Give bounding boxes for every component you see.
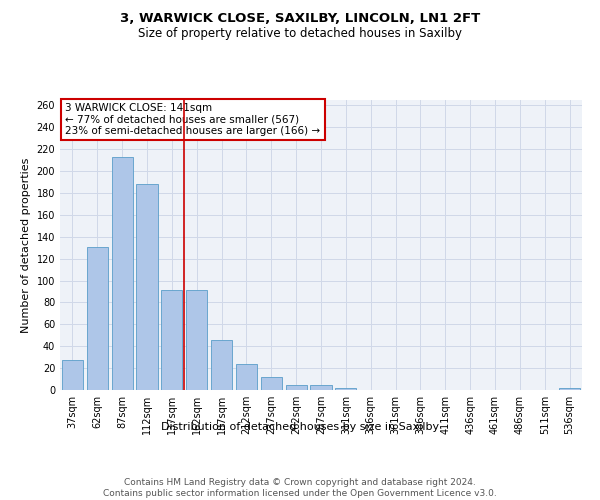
Y-axis label: Number of detached properties: Number of detached properties — [21, 158, 31, 332]
Bar — [87, 246, 108, 390]
Text: 3 WARWICK CLOSE: 141sqm
← 77% of detached houses are smaller (567)
23% of semi-d: 3 WARWICK CLOSE: 141sqm ← 77% of detache… — [65, 103, 320, 136]
Bar — [112, 157, 133, 390]
Bar — [310, 384, 332, 390]
Text: Size of property relative to detached houses in Saxilby: Size of property relative to detached ho… — [138, 28, 462, 40]
Bar — [136, 184, 158, 390]
Bar — [261, 377, 282, 390]
Bar — [236, 364, 257, 390]
Bar — [559, 388, 580, 390]
Text: 3, WARWICK CLOSE, SAXILBY, LINCOLN, LN1 2FT: 3, WARWICK CLOSE, SAXILBY, LINCOLN, LN1 … — [120, 12, 480, 26]
Bar — [335, 388, 356, 390]
Bar — [186, 290, 207, 390]
Text: Distribution of detached houses by size in Saxilby: Distribution of detached houses by size … — [161, 422, 439, 432]
Text: Contains HM Land Registry data © Crown copyright and database right 2024.
Contai: Contains HM Land Registry data © Crown c… — [103, 478, 497, 498]
Bar — [211, 340, 232, 390]
Bar — [161, 290, 182, 390]
Bar — [286, 384, 307, 390]
Bar — [62, 360, 83, 390]
